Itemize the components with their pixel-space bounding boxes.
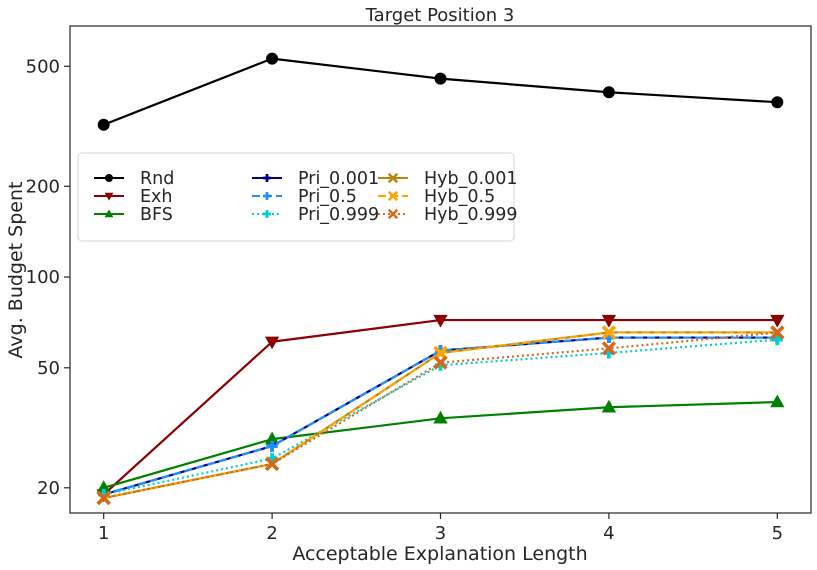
series-exh bbox=[96, 314, 785, 503]
data-point bbox=[263, 210, 272, 218]
data-point bbox=[433, 355, 448, 370]
series-hyb-0-999 bbox=[96, 325, 785, 506]
x-axis: 1 2 3 4 5 bbox=[98, 513, 783, 544]
legend-item: BFS bbox=[94, 205, 173, 225]
legend-label: Hyb_0.999 bbox=[424, 205, 517, 225]
data-point bbox=[387, 172, 399, 184]
x-tick-label: 2 bbox=[266, 523, 277, 544]
data-point-stroke bbox=[387, 172, 399, 184]
legend-label: Exh bbox=[140, 187, 173, 207]
data-point-stroke bbox=[601, 341, 617, 356]
y-axis: 20 50 100 200 500 bbox=[26, 56, 70, 499]
y-axis-label: Avg. Budget Spent bbox=[5, 182, 27, 359]
data-point-stroke bbox=[96, 490, 111, 506]
data-point bbox=[602, 86, 615, 99]
y-tick-label: 50 bbox=[37, 358, 60, 379]
data-point bbox=[263, 192, 272, 200]
legend-box bbox=[77, 152, 515, 242]
data-point bbox=[771, 96, 784, 109]
data-point bbox=[601, 341, 617, 356]
series-line bbox=[103, 336, 778, 496]
legend-item: Exh bbox=[94, 187, 173, 207]
legend-item: Pri_0.001 bbox=[252, 169, 379, 189]
y-tick-label: 200 bbox=[26, 176, 60, 197]
data-point bbox=[96, 490, 111, 506]
data-point bbox=[387, 208, 399, 220]
legend-label: BFS bbox=[140, 205, 173, 225]
data-point bbox=[387, 190, 399, 202]
data-point bbox=[266, 52, 279, 65]
y-tick-label: 500 bbox=[26, 56, 60, 77]
data-point-stroke bbox=[433, 355, 448, 370]
legend-item: Pri_0.999 bbox=[252, 205, 379, 225]
legend-item: Hyb_0.5 bbox=[378, 187, 495, 207]
plot-area bbox=[96, 52, 785, 506]
series-bfs bbox=[96, 394, 785, 494]
data-point bbox=[105, 174, 113, 182]
y-tick-label: 20 bbox=[37, 478, 60, 499]
data-point bbox=[770, 325, 785, 340]
x-tick-label: 3 bbox=[435, 523, 446, 544]
legend-item: Pri_0.5 bbox=[252, 187, 357, 207]
data-point bbox=[770, 394, 785, 408]
legend-item: Rnd bbox=[94, 169, 174, 189]
data-point bbox=[264, 456, 280, 472]
plot-frame bbox=[69, 25, 812, 514]
data-point bbox=[771, 334, 783, 346]
data-point bbox=[603, 332, 615, 344]
chart-title: Target Position 3 bbox=[365, 5, 515, 26]
data-point bbox=[98, 489, 110, 501]
data-point bbox=[97, 118, 110, 131]
legend-label: Pri_0.5 bbox=[298, 187, 357, 207]
legend-label: Hyb_0.001 bbox=[424, 169, 517, 189]
data-point bbox=[433, 314, 448, 328]
legend-item: Hyb_0.001 bbox=[378, 169, 517, 189]
series-line bbox=[103, 57, 778, 126]
x-tick-label: 4 bbox=[603, 523, 614, 544]
x-axis-label: Acceptable Explanation Length bbox=[292, 543, 587, 565]
data-point bbox=[266, 453, 278, 465]
data-point bbox=[770, 314, 785, 328]
y-tick-label: 100 bbox=[26, 267, 60, 288]
legend-label: Hyb_0.5 bbox=[424, 187, 495, 207]
data-point bbox=[435, 359, 446, 371]
data-point bbox=[264, 336, 280, 350]
data-point-stroke bbox=[387, 208, 399, 220]
data-point bbox=[601, 399, 617, 413]
series-pri-0-999 bbox=[98, 334, 783, 501]
data-point bbox=[263, 174, 272, 182]
data-point bbox=[104, 209, 114, 218]
data-point-stroke bbox=[387, 190, 399, 202]
data-point bbox=[96, 480, 111, 494]
legend-item: Hyb_0.999 bbox=[378, 205, 517, 225]
data-point bbox=[264, 431, 280, 445]
legend-label: Pri_0.999 bbox=[298, 205, 379, 225]
data-point bbox=[601, 325, 617, 340]
data-point bbox=[603, 347, 615, 359]
data-point-stroke bbox=[601, 325, 617, 340]
data-point bbox=[433, 410, 448, 424]
x-tick-label: 1 bbox=[98, 523, 109, 544]
data-point-stroke bbox=[433, 345, 448, 361]
data-point bbox=[601, 314, 617, 328]
data-point bbox=[433, 345, 448, 361]
data-point bbox=[266, 440, 278, 452]
data-point-stroke bbox=[264, 456, 280, 472]
data-point bbox=[104, 192, 114, 201]
data-point bbox=[434, 72, 447, 85]
x-tick-label: 5 bbox=[772, 523, 783, 544]
series-rnd bbox=[97, 52, 784, 131]
legend-label: Rnd bbox=[140, 169, 174, 189]
legend-label: Pri_0.001 bbox=[298, 169, 379, 189]
data-point-stroke bbox=[770, 325, 785, 340]
